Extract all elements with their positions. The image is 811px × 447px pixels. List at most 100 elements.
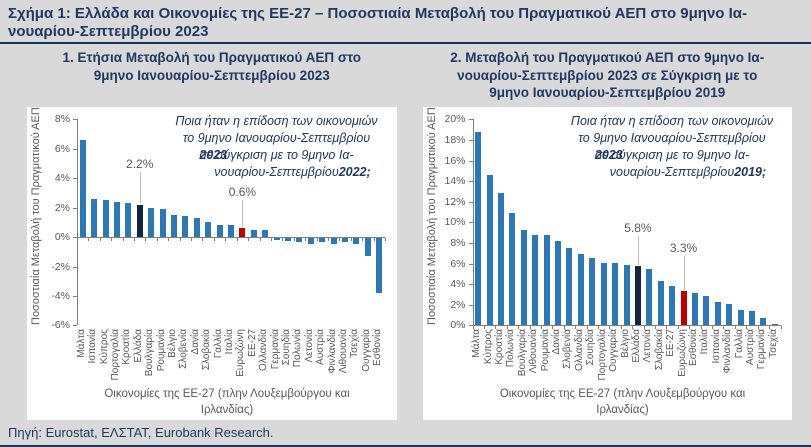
category-tick-mark [746,326,748,330]
y-tick-mark [468,242,473,244]
y-tick-mark [73,237,77,239]
category-label-Βουλγαρία: Βουλγαρία [144,329,156,377]
category-label-Ολλανδία: Ολλανδία [573,329,585,372]
bar-Πορτογαλία [113,201,120,238]
callout-label-Ελλάδα: 5.8% [624,220,652,235]
category-tick-mark [191,238,193,242]
callout-label-Ευρωζώνη: 0.6% [228,185,257,200]
callout-line-Ευρωζώνη [242,200,244,228]
bar-Ρουμανία [543,234,550,326]
y-tick-mark [73,207,77,209]
y-tick-label: 14% [444,175,466,188]
y-tick-label: 20% [444,113,466,126]
category-tick-mark [111,238,113,242]
category-label-Μάλτα: Μάλτα [75,329,87,359]
category-tick-mark [540,326,542,330]
category-label-Ολλανδία: Ολλανδία [258,329,270,372]
category-tick-mark [689,326,691,330]
x-axis-line [77,237,385,239]
category-tick-mark [373,238,375,242]
y-tick-label: 4% [54,172,70,185]
bar-Σλοβακία [205,222,212,238]
category-label-Σλοβακία: Σλοβακία [201,329,213,371]
category-label-Πολωνία: Πολωνία [292,329,304,368]
category-label-Βουλγαρία: Βουλγαρία [516,329,528,377]
y-tick-label: 18% [444,133,466,146]
category-tick-mark [293,238,295,242]
y-tick-mark [468,181,473,183]
category-label-Γερμανία: Γερμανία [269,329,281,370]
annotation-question: Ποια ήταν η επίδοση των οικονομιών το 9μη… [175,114,378,179]
y-tick-label: 16% [444,154,466,167]
bar-Αυστρία [319,238,326,243]
category-tick-mark [472,326,474,330]
y-tick-mark [468,119,473,121]
category-tick-mark [483,326,485,330]
y-tick-label: 4% [450,278,466,291]
bar-Ελλάδα [136,204,143,238]
category-tick-mark [609,326,611,330]
category-label-Κροατία: Κροατία [121,329,133,366]
callout-label-Ελλάδα: 2.2% [126,157,154,172]
category-label-Σλοβενία: Σλοβενία [562,329,574,370]
bar-Κροατία [125,203,132,238]
bar-Μάλτα [79,139,86,238]
category-label-Βέλγιο: Βέλγιο [166,329,178,359]
y-tick-label: -6% [51,319,70,332]
y-tick-mark [468,139,473,141]
y-tick-label: 10% [444,216,466,229]
category-label-Γαλλία: Γαλλία [733,329,745,359]
bar-ΕΕ-27 [669,286,676,326]
category-tick-mark [518,326,520,330]
category-tick-mark [723,326,725,330]
bar-Τσεχία [353,238,360,244]
y-tick-mark [73,266,77,268]
y-tick-label: 6% [450,257,466,270]
y-tick-mark [468,263,473,265]
category-label-Κύπρος: Κύπρος [482,329,494,365]
category-label-Δανία: Δανία [189,329,201,355]
category-tick-mark [88,238,90,242]
chart-annual-change-2023: 8% 6% 4% 2% 0% -2% -4% -6% Μάλτα Ισπανία Κύπρος Πορ… [27,107,397,421]
bar-Ευρωζώνη [239,228,246,238]
category-label-Τσεχία: Τσεχία [767,329,779,359]
bar-ΕΕ-27 [250,229,257,238]
category-tick-mark [248,238,250,242]
category-tick-mark [362,238,364,242]
category-label-Εσθονία: Εσθονία [372,329,384,367]
y-axis-label: Ποσοστιαία Μεταβολή του Πραγματικού ΑΕΠ [30,107,42,326]
bar-Σουηδία [285,238,292,242]
category-label-Ρουμανία: Ρουμανία [539,329,551,372]
category-tick-mark [202,238,204,242]
bar-Αυστρία [748,310,755,326]
bar-Σλοβενία [182,216,189,238]
bar-Ολλανδία [577,254,584,326]
category-label-Λιθουανία: Λιθουανία [528,329,540,374]
panel-annual-change-2023: 1. Ετήσια Μεταβολή του Πραγματικού ΑΕΠ σ… [27,49,397,421]
category-label-Πορτογαλία: Πορτογαλία [109,329,121,381]
category-tick-mark [270,238,272,242]
y-tick-label: 0% [54,231,70,244]
category-tick-mark [529,326,531,330]
bar-Εσθονία [691,293,698,326]
callout-label-Ευρωζώνη: 3.3% [669,241,698,256]
category-tick-mark [134,238,136,242]
category-tick-mark [495,326,497,330]
bar-Βουλγαρία [148,207,155,238]
category-label-Λιθουανία: Λιθουανία [338,329,350,374]
bar-Φινλανδία [330,238,337,244]
category-tick-mark [145,238,147,242]
y-tick-mark [468,222,473,224]
category-tick-mark [350,238,352,242]
x-axis-title: Οικονομίες της ΕΕ-27 (πλην Λουξεμβούργου… [499,388,746,416]
bar-Γαλλία [216,225,223,238]
category-tick-mark [666,326,668,330]
bar-Ουγγαρία [612,262,619,326]
category-label-Δανία: Δανία [551,329,563,355]
category-label-Πολωνία: Πολωνία [505,329,517,368]
category-tick-mark [168,238,170,242]
y-tick-label: 8% [54,113,70,126]
category-tick-mark [757,326,759,330]
bar-Πορτογαλία [600,262,607,326]
